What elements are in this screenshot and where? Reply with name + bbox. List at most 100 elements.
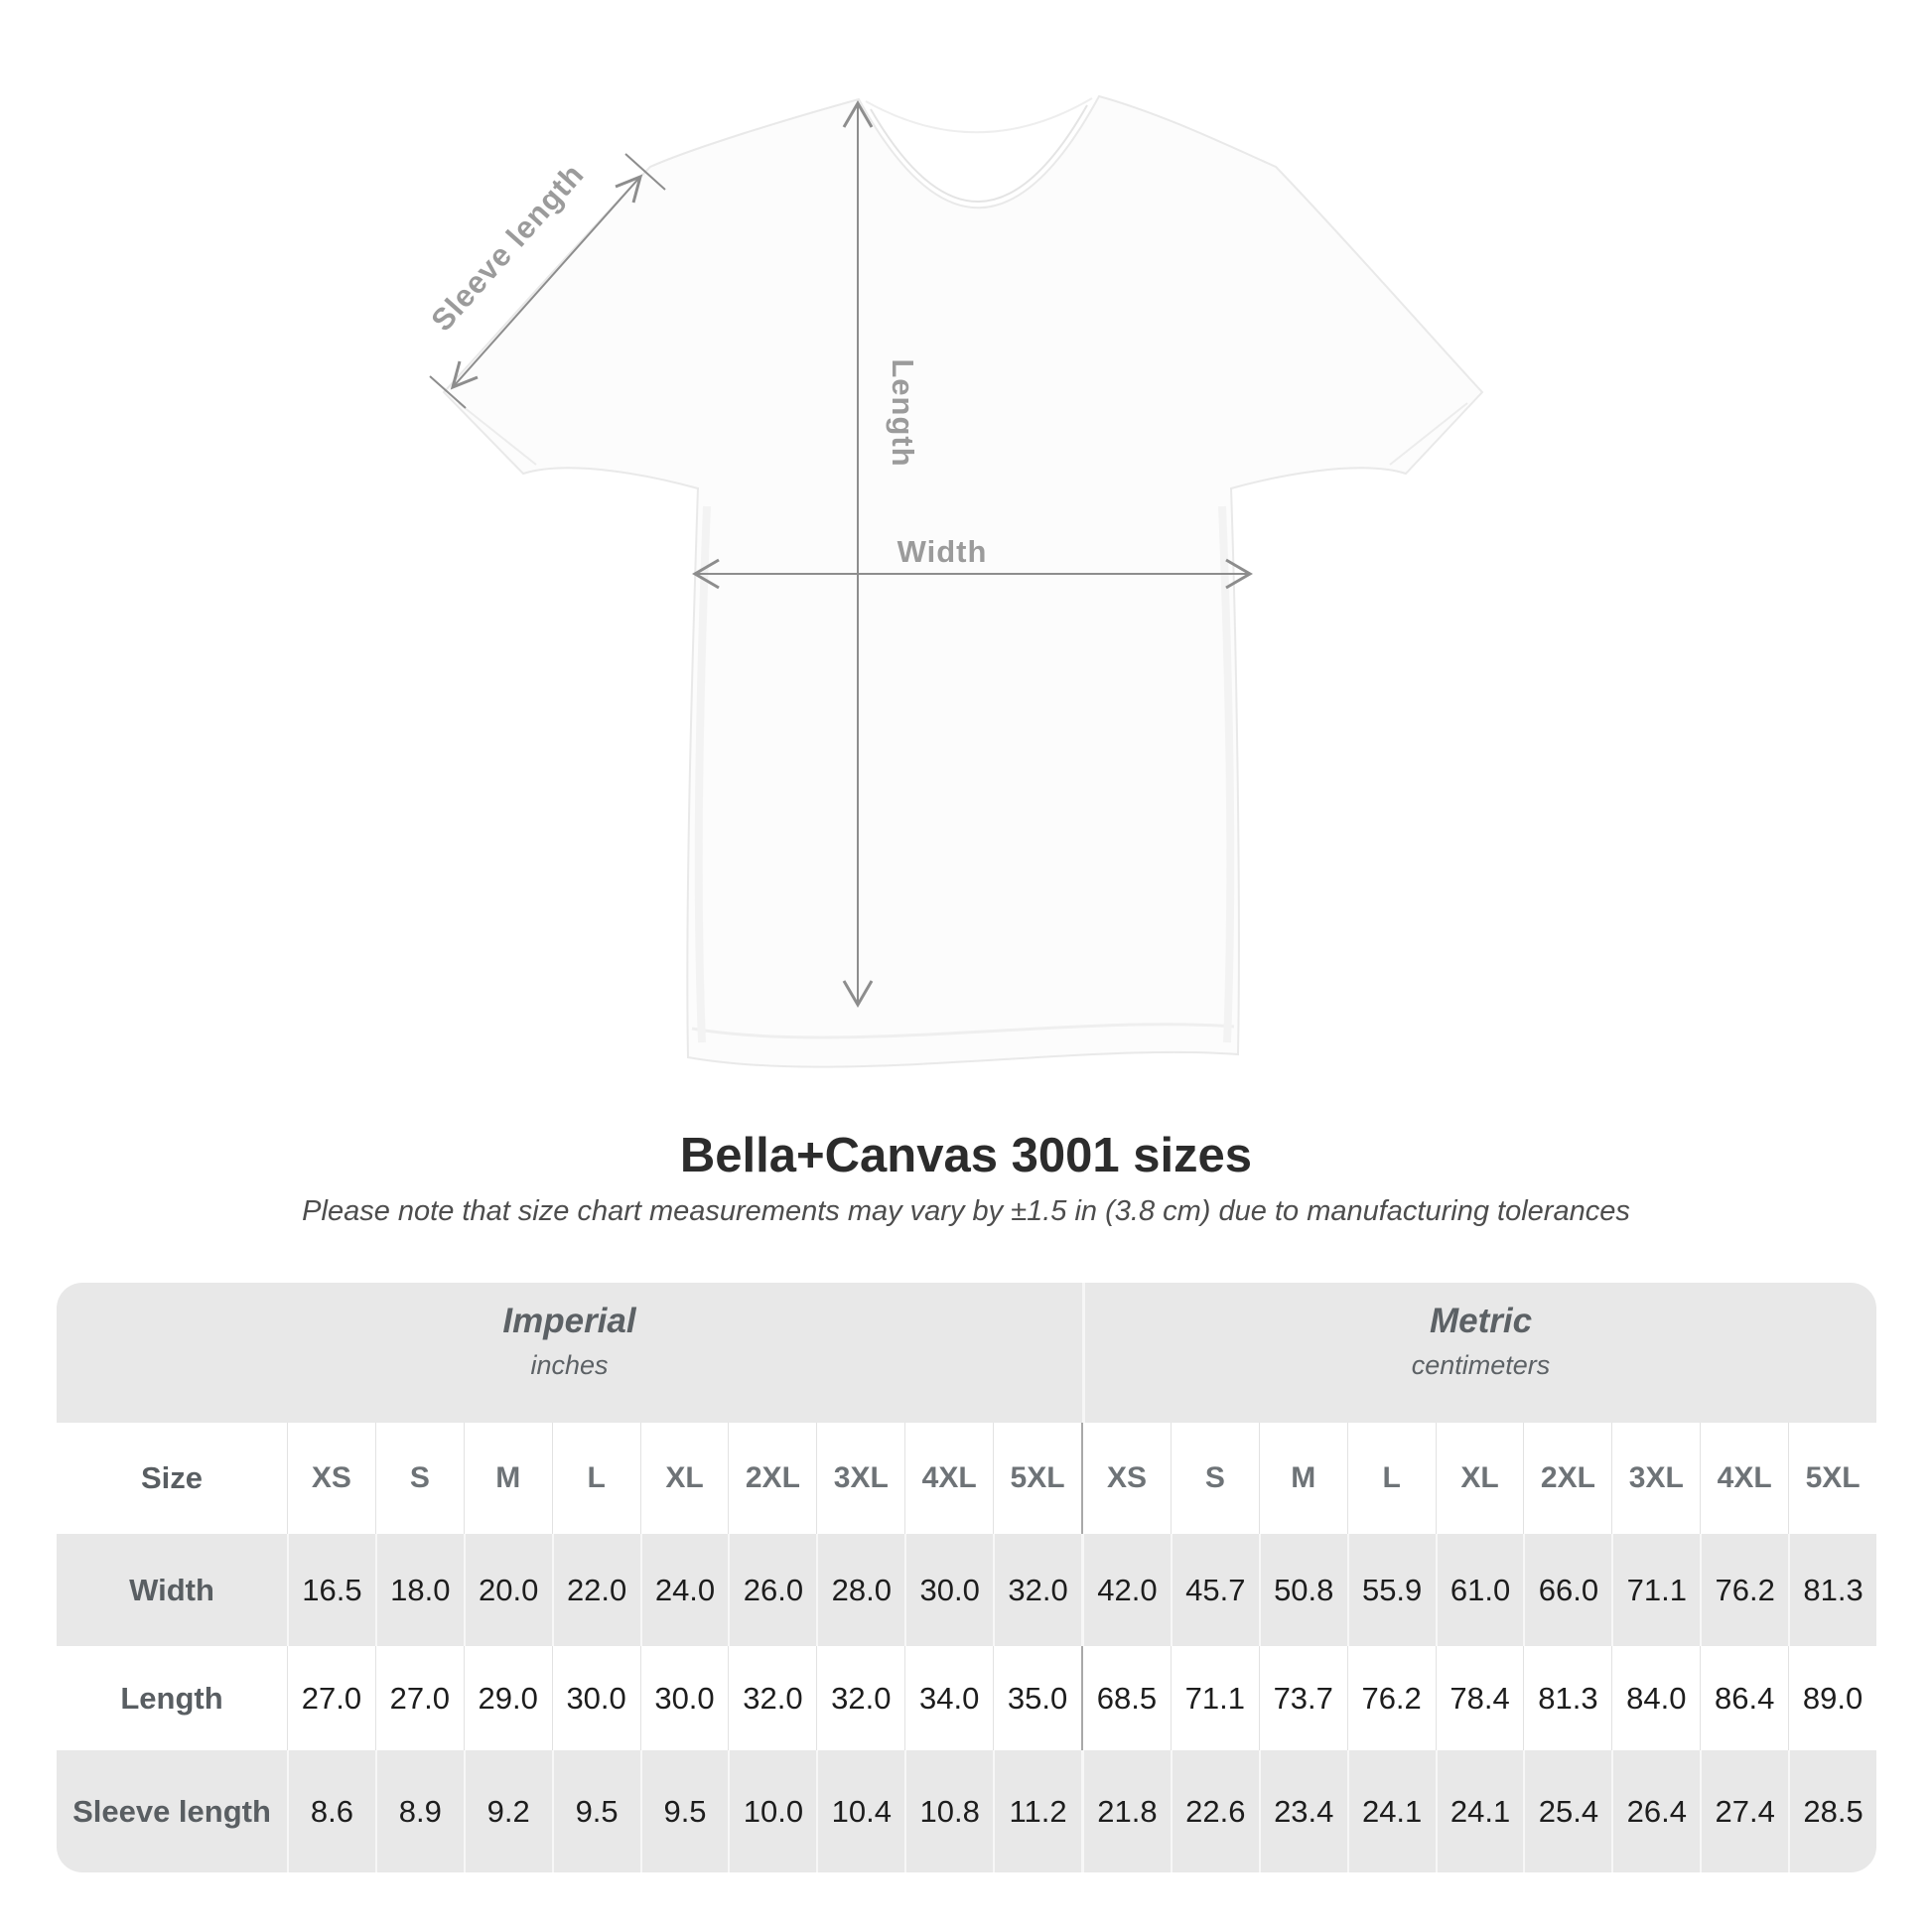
- row-label-sleeve-length: Sleeve length: [72, 1793, 271, 1829]
- table-cell: 30.0: [639, 1646, 729, 1750]
- imperial-title: Imperial: [502, 1301, 636, 1340]
- table-cell: 2XL: [1523, 1423, 1611, 1534]
- collar-ridge: [865, 97, 1093, 134]
- metric-title: Metric: [1429, 1301, 1533, 1340]
- table-cell: 28.5: [1788, 1750, 1876, 1872]
- collar-seam: [870, 104, 1088, 203]
- left-cuff-seam: [458, 402, 537, 466]
- table-cell: 84.0: [1611, 1646, 1700, 1750]
- table-cell: 5XL: [993, 1423, 1081, 1534]
- table-cell: 11.2: [993, 1750, 1081, 1872]
- table-row-sleeve-length: Sleeve length 8.6 8.9 9.2 9.5 9.5 10.0 10.4 10.…: [57, 1750, 1876, 1872]
- table-cell: 32.0: [993, 1534, 1081, 1646]
- table-cell: 4XL: [904, 1423, 993, 1534]
- table-cell: S: [1170, 1423, 1259, 1534]
- row-label-width: Width: [129, 1572, 214, 1607]
- table-cell: XL: [1435, 1423, 1524, 1534]
- table-cell: 76.2: [1700, 1534, 1788, 1646]
- table-cell: 10.4: [816, 1750, 904, 1872]
- table-cell: 9.5: [639, 1750, 729, 1872]
- table-cell: 24.1: [1435, 1750, 1524, 1872]
- table-cell: 3XL: [1611, 1423, 1700, 1534]
- table-cell: 3XL: [816, 1423, 904, 1534]
- table-cell: 26.4: [1611, 1750, 1700, 1872]
- table-cell: 81.3: [1788, 1534, 1876, 1646]
- table-cell: 18.0: [374, 1534, 464, 1646]
- table-cell: 76.2: [1346, 1646, 1436, 1750]
- table-cell: 8.6: [287, 1750, 375, 1872]
- table-cell: 89.0: [1788, 1646, 1876, 1750]
- table-cell: 28.0: [816, 1534, 904, 1646]
- table-cell: 27.0: [287, 1646, 375, 1750]
- table-cell: L: [551, 1423, 640, 1534]
- metric-header: Metric centimeters: [1082, 1283, 1876, 1423]
- imperial-unit: inches: [530, 1349, 609, 1380]
- table-cell: 24.1: [1346, 1750, 1436, 1872]
- page-title: Bella+Canvas 3001 sizes: [679, 1129, 1253, 1182]
- table-cell: 27.0: [374, 1646, 464, 1750]
- table-cell: XS: [1081, 1423, 1171, 1534]
- width-arrow: [692, 558, 1253, 590]
- length-arrow: [842, 100, 874, 1008]
- table-cell: 16.5: [287, 1534, 375, 1646]
- table-row-width: Width 16.5 18.0 20.0 22.0 24.0 26.0 28.0 30.0 32…: [57, 1534, 1876, 1646]
- table-cell: 22.6: [1170, 1750, 1259, 1872]
- table-cell: 81.3: [1523, 1646, 1611, 1750]
- tolerance-note: Please note that size chart measurements…: [302, 1195, 1630, 1227]
- row-label-length: Length: [120, 1680, 223, 1716]
- table-cell: 8.9: [374, 1750, 464, 1872]
- table-cell: 5XL: [1788, 1423, 1876, 1534]
- table-cell: 55.9: [1346, 1534, 1436, 1646]
- table-cell: 71.1: [1170, 1646, 1259, 1750]
- table-cell: 32.0: [816, 1646, 904, 1750]
- table-cell: 20.0: [463, 1534, 552, 1646]
- right-side-shade: [1218, 505, 1235, 1043]
- table-cell: 71.1: [1611, 1534, 1700, 1646]
- table-cell: XS: [287, 1423, 375, 1534]
- table-cell: 66.0: [1523, 1534, 1611, 1646]
- table-cell: L: [1346, 1423, 1436, 1534]
- table-cell: 29.0: [463, 1646, 552, 1750]
- table-cell: 61.0: [1435, 1534, 1524, 1646]
- length-label: Length: [886, 358, 920, 467]
- table-cell: 4XL: [1700, 1423, 1788, 1534]
- tshirt-measurement-diagram: Sleeve length Length Width: [424, 94, 1484, 1068]
- table-cell: 9.5: [551, 1750, 640, 1872]
- table-cell: 2XL: [728, 1423, 816, 1534]
- table-cell: 26.0: [728, 1534, 816, 1646]
- right-cuff-seam: [1389, 402, 1468, 466]
- size-table: Imperial inches Metric centimeters Size …: [57, 1283, 1876, 1872]
- table-cell: 21.8: [1081, 1750, 1171, 1872]
- tshirt-illustration: [442, 94, 1484, 1068]
- table-cell: 68.5: [1081, 1646, 1171, 1750]
- table-cell: 34.0: [904, 1646, 993, 1750]
- metric-unit: centimeters: [1411, 1349, 1551, 1380]
- table-cell: 30.0: [551, 1646, 640, 1750]
- table-cell: M: [463, 1423, 552, 1534]
- table-cell: 32.0: [728, 1646, 816, 1750]
- table-cell: 10.8: [904, 1750, 993, 1872]
- table-row-length: Length 27.0 27.0 29.0 30.0 30.0 32.0 32.0 34.0 3…: [57, 1646, 1876, 1750]
- unit-header-row: Imperial inches Metric centimeters: [57, 1283, 1876, 1423]
- hem-seam: [691, 1023, 1235, 1039]
- table-cell: 42.0: [1081, 1534, 1171, 1646]
- imperial-header: Imperial inches: [57, 1283, 1082, 1423]
- left-side-shade: [694, 505, 711, 1043]
- table-cell: 78.4: [1435, 1646, 1524, 1750]
- table-cell: M: [1258, 1423, 1347, 1534]
- table-cell: 86.4: [1700, 1646, 1788, 1750]
- table-cell: 9.2: [463, 1750, 552, 1872]
- table-cell: 35.0: [993, 1646, 1081, 1750]
- table-cell: 30.0: [904, 1534, 993, 1646]
- table-cell: 50.8: [1258, 1534, 1347, 1646]
- table-cell: XL: [639, 1423, 729, 1534]
- table-cell: 27.4: [1700, 1750, 1788, 1872]
- table-cell: 73.7: [1258, 1646, 1347, 1750]
- table-cell: 24.0: [639, 1534, 729, 1646]
- table-cell: 45.7: [1170, 1534, 1259, 1646]
- sleeve-length-arrow: [429, 153, 666, 409]
- size-corner-label: Size: [140, 1460, 204, 1495]
- width-label: Width: [897, 534, 988, 569]
- table-cell: 25.4: [1523, 1750, 1611, 1872]
